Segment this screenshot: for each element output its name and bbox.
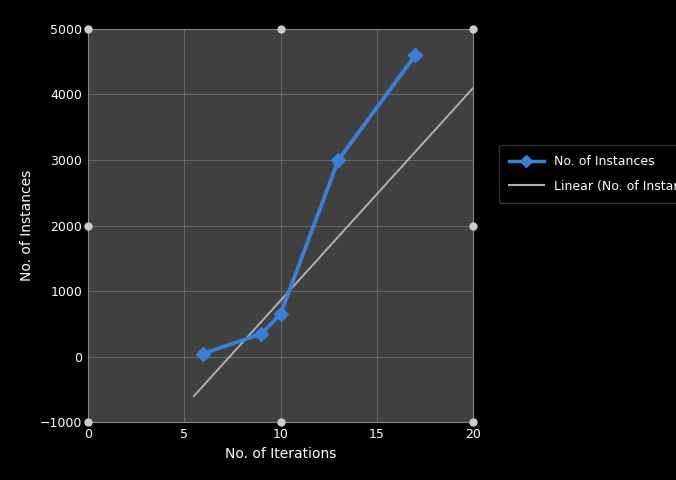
Point: [82, 419, 93, 426]
Point: [468, 25, 479, 33]
Point: [468, 222, 479, 229]
Point: [468, 419, 479, 426]
Point: [275, 419, 286, 426]
Legend: No. of Instances, Linear (No. of Instances): No. of Instances, Linear (No. of Instanc…: [499, 145, 676, 203]
Point: [82, 222, 93, 229]
Y-axis label: No. of Instances: No. of Instances: [20, 170, 34, 281]
Point: [82, 25, 93, 33]
X-axis label: No. of Iterations: No. of Iterations: [225, 446, 336, 460]
Point: [275, 25, 286, 33]
